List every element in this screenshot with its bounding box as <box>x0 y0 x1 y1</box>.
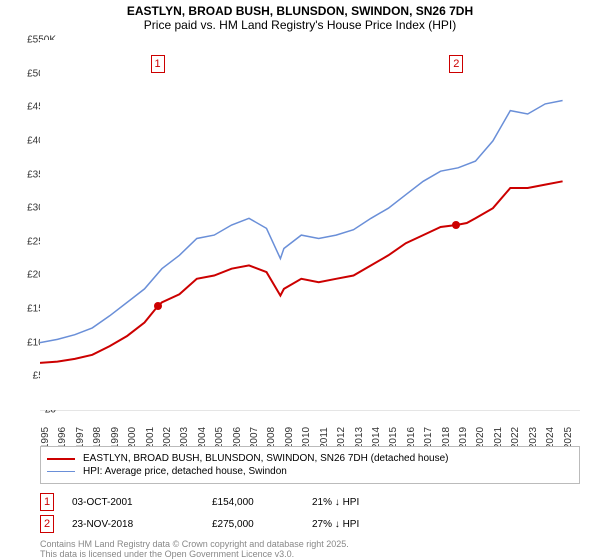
sale-pct: 21% ↓ HPI <box>312 497 359 508</box>
chart-title-block: EASTLYN, BROAD BUSH, BLUNSDON, SWINDON, … <box>0 0 600 34</box>
sale-row-marker: 2 <box>40 515 54 533</box>
legend-swatch <box>47 471 75 473</box>
gridline-h <box>40 410 580 411</box>
sale-date: 23-NOV-2018 <box>72 519 212 530</box>
legend-row: EASTLYN, BROAD BUSH, BLUNSDON, SWINDON, … <box>47 453 573 464</box>
legend-swatch <box>47 458 75 460</box>
footnote: Contains HM Land Registry data © Crown c… <box>40 540 349 560</box>
legend-label: HPI: Average price, detached house, Swin… <box>83 466 287 477</box>
sale-marker-box-1: 1 <box>151 55 165 73</box>
sale-pct: 27% ↓ HPI <box>312 519 359 530</box>
sale-date: 03-OCT-2001 <box>72 497 212 508</box>
sale-row-marker: 1 <box>40 493 54 511</box>
sale-price: £275,000 <box>212 519 312 530</box>
footnote-line1: Contains HM Land Registry data © Crown c… <box>40 539 349 549</box>
sale-marker-dot-1 <box>154 302 162 310</box>
chart-title-line2: Price paid vs. HM Land Registry's House … <box>0 18 600 32</box>
sale-row-2: 2 23-NOV-2018£275,00027% ↓ HPI <box>40 515 580 533</box>
legend-row: HPI: Average price, detached house, Swin… <box>47 466 573 477</box>
legend-label: EASTLYN, BROAD BUSH, BLUNSDON, SWINDON, … <box>83 453 448 464</box>
sale-marker-dot-2 <box>452 221 460 229</box>
sale-marker-box-2: 2 <box>449 55 463 73</box>
chart-title-line1: EASTLYN, BROAD BUSH, BLUNSDON, SWINDON, … <box>0 4 600 18</box>
series-line-hpi <box>40 101 563 343</box>
footnote-line2: This data is licensed under the Open Gov… <box>40 549 294 559</box>
sale-row-1: 1 03-OCT-2001£154,00021% ↓ HPI <box>40 493 580 511</box>
chart-series-svg <box>40 40 580 410</box>
sale-price: £154,000 <box>212 497 312 508</box>
legend-box: EASTLYN, BROAD BUSH, BLUNSDON, SWINDON, … <box>40 446 580 484</box>
series-line-price_paid <box>40 181 563 363</box>
